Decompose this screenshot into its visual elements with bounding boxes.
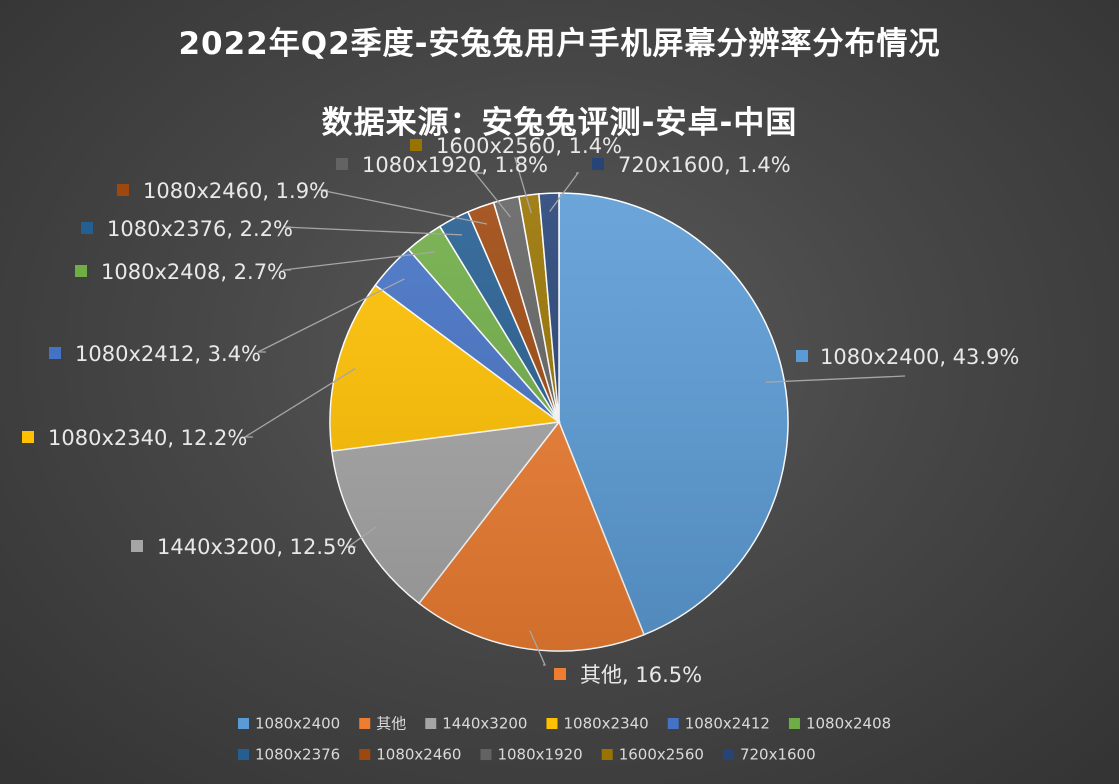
legend-item: 720x1600 bbox=[740, 746, 816, 764]
leader-line bbox=[473, 172, 511, 218]
legend-swatch bbox=[546, 718, 558, 729]
legend-swatch bbox=[788, 718, 800, 729]
leader-line bbox=[282, 251, 435, 271]
data-label: 其他, 16.5% bbox=[580, 663, 702, 687]
data-label: 1080x2340, 12.2% bbox=[48, 426, 247, 450]
legend-swatch bbox=[238, 749, 249, 760]
legend-swatch bbox=[722, 749, 734, 760]
data-label: 1080x2460, 1.9% bbox=[143, 179, 329, 203]
leader-line bbox=[529, 630, 546, 666]
data-label: 1080x2400, 43.9% bbox=[820, 345, 1019, 369]
leader-line bbox=[242, 368, 356, 438]
legend-item: 1080x2400 bbox=[255, 715, 340, 733]
leader-line bbox=[514, 157, 532, 214]
label-marker bbox=[81, 222, 93, 234]
legend-item: 1080x2408 bbox=[806, 715, 891, 733]
label-marker bbox=[410, 139, 422, 151]
legend-swatch bbox=[359, 718, 371, 729]
data-label: 720x1600, 1.4% bbox=[618, 153, 791, 177]
legend-item: 1600x2560 bbox=[619, 746, 704, 764]
label-marker bbox=[22, 431, 34, 443]
legend-item: 1440x3200 bbox=[442, 715, 527, 733]
chart-subtitle: 数据来源：安兔兔评测-安卓-中国 bbox=[321, 105, 798, 141]
legend-swatch bbox=[480, 749, 492, 760]
data-label: 1080x2376, 2.2% bbox=[107, 217, 293, 241]
leader-line bbox=[549, 172, 580, 212]
legend-item: 1080x2412 bbox=[685, 715, 770, 733]
label-marker bbox=[336, 158, 348, 170]
label-marker bbox=[554, 668, 566, 680]
legend-item: 1080x2376 bbox=[255, 746, 340, 764]
legend-item: 1080x2340 bbox=[563, 715, 648, 733]
leader-line bbox=[345, 526, 377, 548]
label-marker bbox=[49, 347, 61, 359]
data-label: 1600x2560, 1.4% bbox=[436, 134, 622, 158]
label-marker bbox=[117, 184, 129, 196]
leader-line bbox=[319, 189, 488, 225]
legend-swatch bbox=[667, 718, 679, 729]
legend-item: 其他 bbox=[376, 715, 406, 733]
data-label: 1080x2408, 2.7% bbox=[101, 260, 287, 284]
legend-item: 1080x2460 bbox=[376, 746, 461, 764]
data-label: 1080x2412, 3.4% bbox=[75, 342, 261, 366]
label-marker bbox=[131, 540, 143, 552]
data-label: 1440x3200, 12.5% bbox=[157, 535, 356, 559]
legend-item: 1080x1920 bbox=[497, 746, 582, 764]
leader-line bbox=[282, 226, 463, 236]
legend-swatch bbox=[359, 749, 371, 760]
leader-line bbox=[765, 375, 906, 383]
legend-swatch bbox=[601, 749, 613, 760]
legend-swatch bbox=[425, 718, 437, 729]
data-label: 1080x1920, 1.8% bbox=[362, 153, 548, 177]
label-marker bbox=[75, 265, 87, 277]
label-marker bbox=[796, 350, 808, 362]
chart-title: 2022年Q2季度-安兔兔用户手机屏幕分辨率分布情况 bbox=[178, 26, 941, 62]
legend-swatch bbox=[238, 718, 249, 729]
label-marker bbox=[592, 158, 604, 170]
leader-line bbox=[257, 278, 405, 353]
